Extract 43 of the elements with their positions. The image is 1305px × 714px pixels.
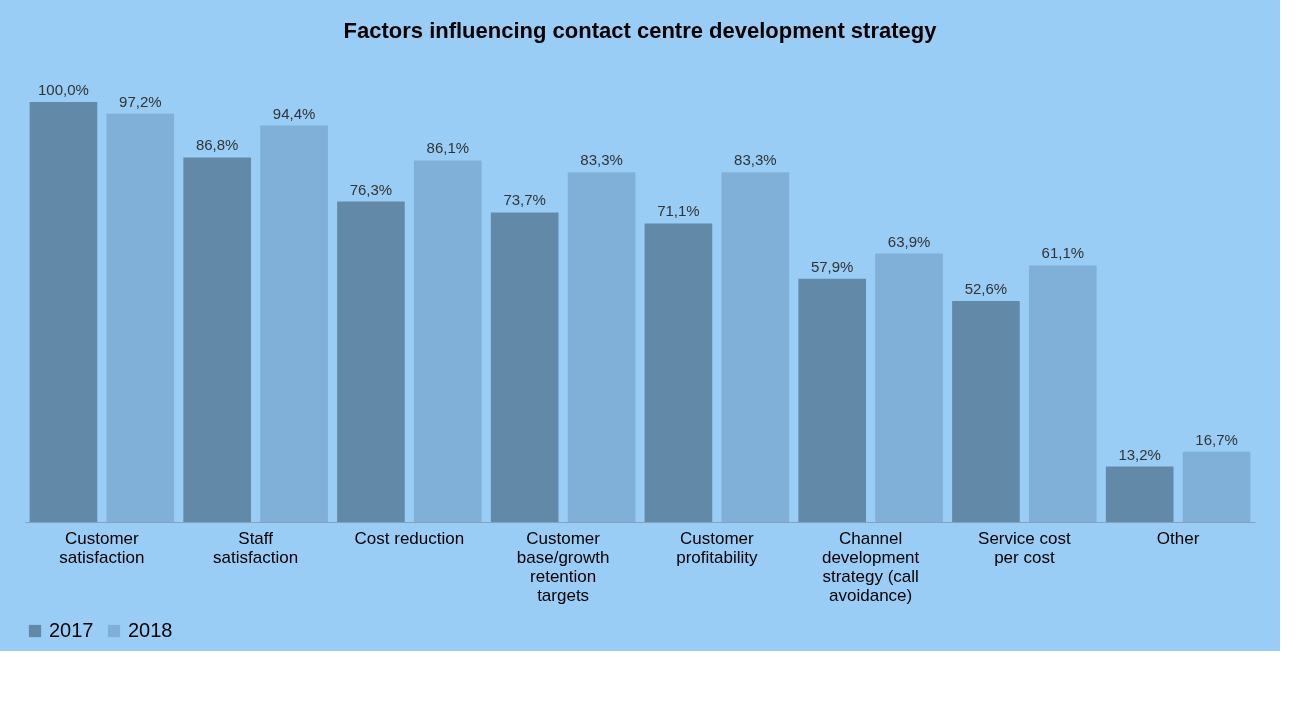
bar (567, 172, 636, 522)
bar (260, 125, 328, 522)
data-label: 86,8% (195, 136, 239, 154)
data-label: 97,2% (119, 92, 162, 110)
data-label: 94,4% (272, 104, 316, 122)
data-label: 16,7% (1195, 430, 1238, 448)
data-label: 13,2% (1118, 445, 1161, 463)
chart-title: Factors influencing contact centre development strategy (343, 18, 938, 43)
x-tick-label: Customer satisfaction (59, 528, 145, 567)
data-label: 61,1% (1041, 244, 1085, 262)
bar (106, 113, 175, 522)
bar (1028, 265, 1097, 522)
data-label: 52,6% (964, 280, 1008, 298)
bar (1105, 466, 1174, 522)
data-label: 100,0% (38, 81, 89, 98)
legend-label: 2017 (49, 619, 94, 641)
bar (952, 301, 1020, 522)
x-tick-label: Customer profitability (676, 528, 758, 567)
bar (798, 278, 867, 522)
data-label: 73,7% (503, 191, 546, 209)
data-label: 83,3% (734, 151, 777, 169)
bar (644, 223, 713, 522)
bar (413, 160, 482, 522)
x-tick-label: Channel development strategy (call avoidance) (821, 528, 920, 605)
bar (29, 102, 98, 522)
x-tick-label: Staff satisfaction (213, 528, 299, 567)
bar (183, 157, 252, 522)
bar (1182, 451, 1251, 522)
data-label: 76,3% (349, 180, 393, 198)
x-tick-label: Cost reduction (354, 528, 465, 548)
data-label: 86,1% (426, 139, 470, 157)
data-label: 83,3% (580, 151, 623, 169)
data-label: 57,9% (810, 257, 854, 275)
data-label: 71,1% (657, 202, 700, 220)
bar (875, 253, 943, 522)
data-label: 63,9% (887, 232, 931, 250)
x-tick-label: Other (1156, 528, 1200, 548)
bar (490, 212, 559, 522)
bar (337, 201, 405, 522)
legend-label: 2018 (128, 619, 173, 641)
x-tick-label: Customer base/growth retention targets (516, 528, 610, 605)
bar (721, 172, 790, 522)
x-tick-label: Service cost per cost (978, 528, 1071, 567)
